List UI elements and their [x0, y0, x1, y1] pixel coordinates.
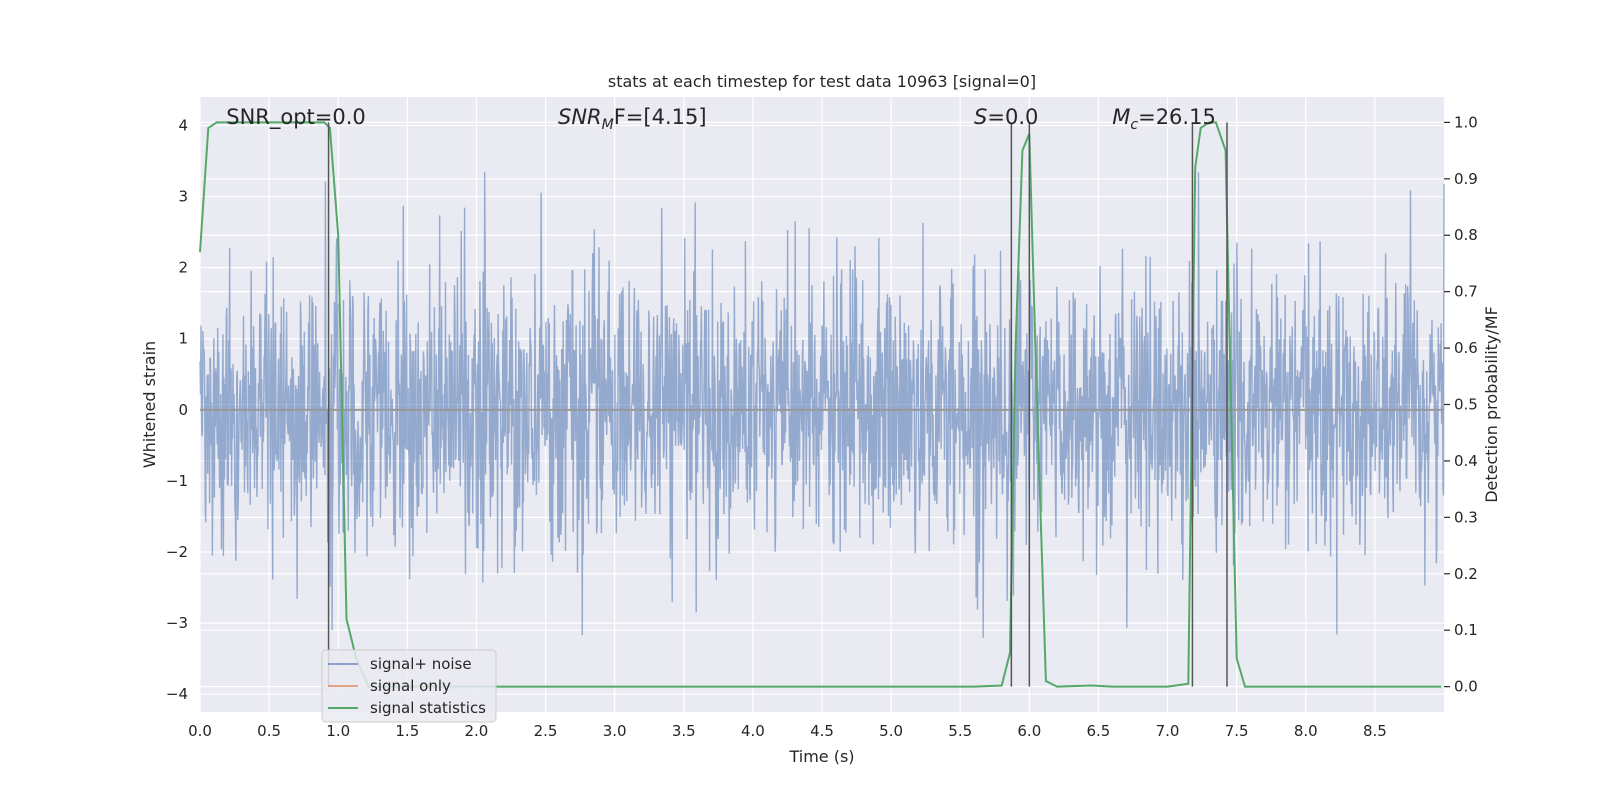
x-tick-label: 6.5 [1087, 722, 1111, 740]
chart-title: stats at each timestep for test data 109… [608, 72, 1036, 91]
x-tick-label: 8.0 [1294, 722, 1318, 740]
x-tick-label: 3.0 [603, 722, 627, 740]
annotation-text: SNR_opt=0.0 [226, 105, 366, 130]
y-tick-label: −1 [166, 472, 188, 490]
x-tick-label: 2.0 [465, 722, 489, 740]
y-tick-label: −3 [166, 614, 188, 632]
y-right-tick-label: 0.2 [1454, 565, 1478, 583]
x-tick-label: 5.0 [879, 722, 903, 740]
annotation-text: Mc=26.15 [1112, 105, 1216, 133]
y-right-tick-label: 0.8 [1454, 226, 1478, 244]
y-right-tick-label: 0.6 [1454, 339, 1478, 357]
y-right-tick-label: 0.1 [1454, 621, 1478, 639]
x-tick-label: 1.0 [326, 722, 350, 740]
legend-box [321, 649, 497, 723]
legend-label: signal statistics [370, 699, 486, 717]
legend-label: signal+ noise [370, 655, 472, 673]
noise-trace [199, 171, 1445, 638]
x-axis-ticks: 0.0 0.5 1.0 1.5 2.0 2.5 3.0 3.5 4.0 4.5 5.0 5.5 6.0 6… [188, 722, 1387, 740]
y-tick-label: 0 [178, 401, 188, 419]
vertical-markers [327, 122, 1228, 687]
y-axis-right-label: Detection probability/MF [1482, 306, 1501, 503]
x-tick-label: 0.0 [188, 722, 212, 740]
y-right-tick-label: 0.4 [1454, 452, 1478, 470]
x-tick-label: 7.5 [1225, 722, 1249, 740]
x-tick-label: 4.0 [741, 722, 765, 740]
legend: signal+ noise signal only signal statistic… [321, 649, 497, 723]
signal-statistics-line [199, 121, 1442, 688]
y-tick-label: 1 [178, 330, 188, 348]
y-right-tick-label: 0.3 [1454, 508, 1478, 526]
y-right-tick-label: 1.0 [1454, 113, 1478, 131]
y-tick-label: 4 [178, 116, 188, 134]
y-tick-label: −2 [166, 543, 188, 561]
y-axis-right-ticks: 1.0 0.9 0.8 0.7 0.6 0.5 0.4 0.3 0.2 0.1 0.0 [1444, 113, 1478, 696]
x-axis-label: Time (s) [788, 747, 854, 766]
y-axis-label: Whitened strain [140, 341, 159, 468]
x-tick-label: 6.0 [1017, 722, 1041, 740]
x-tick-label: 8.5 [1363, 722, 1387, 740]
series-signal-noise [199, 171, 1445, 638]
annotation-text: S=0.0 [974, 105, 1038, 129]
annotation-text: SNRMF=[4.15] [558, 105, 707, 133]
y-right-tick-label: 0.5 [1454, 396, 1478, 414]
series-signal-statistics [199, 121, 1442, 688]
x-tick-label: 1.5 [395, 722, 419, 740]
legend-label: signal only [370, 677, 451, 695]
y-axis-left-ticks: 4 3 2 1 0 −1 −2 −3 −4 [166, 116, 188, 703]
x-tick-label: 2.5 [534, 722, 558, 740]
y-tick-label: −4 [166, 685, 188, 703]
x-tick-label: 7.0 [1156, 722, 1180, 740]
y-right-tick-label: 0.0 [1454, 678, 1478, 696]
x-tick-label: 5.5 [948, 722, 972, 740]
annotations: SNR_opt=0.0 SNRMF=[4.15] S=0.0 Mc=26.15 [226, 105, 1216, 133]
x-tick-label: 4.5 [810, 722, 834, 740]
y-right-tick-label: 0.9 [1454, 170, 1478, 188]
y-tick-label: 3 [178, 188, 188, 206]
x-tick-label: 3.5 [672, 722, 696, 740]
y-right-tick-label: 0.7 [1454, 283, 1478, 301]
x-tick-label: 0.5 [257, 722, 281, 740]
y-tick-label: 2 [178, 259, 188, 277]
